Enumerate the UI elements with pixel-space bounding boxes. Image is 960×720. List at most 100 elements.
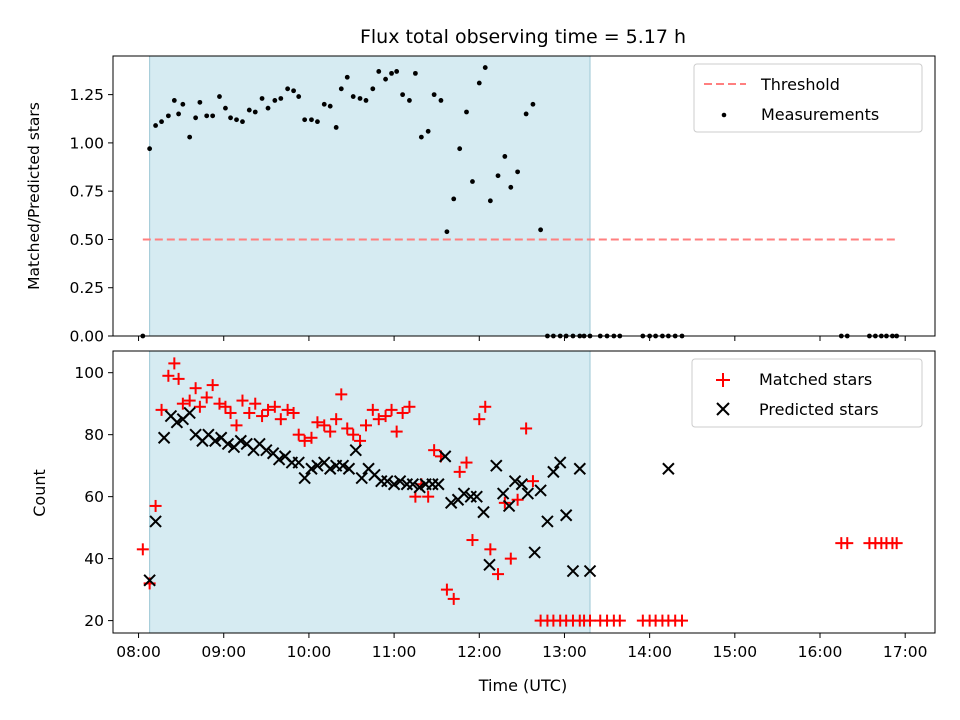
measurements-point	[272, 98, 278, 103]
matched-stars-point	[298, 434, 311, 447]
predicted-stars-point	[477, 505, 490, 519]
predicted-stars-point	[566, 564, 580, 578]
ratio-y-ticks: 0.00 0.25 0.50 0.75 1.00 1.25	[69, 86, 113, 346]
predicted-stars-point	[183, 406, 196, 420]
predicted-stars-point	[342, 462, 356, 475]
predicted-stars-point	[553, 456, 567, 469]
x-tick-label: 09:00	[201, 643, 246, 661]
matched-stars-point	[206, 379, 219, 392]
measurements-point	[246, 107, 252, 113]
predicted-stars-point	[406, 478, 420, 491]
x-axis-label: Time (UTC)	[478, 676, 567, 695]
ratio-panel: 0.00 0.25 0.50 0.75 1.00 1.25 Flux total obse…	[25, 26, 936, 346]
observing-window-span	[149, 55, 591, 337]
matched-stars-point	[189, 382, 202, 395]
x-tick-label: 17:00	[883, 643, 928, 661]
measurements-point	[444, 229, 450, 235]
predicted-stars-point	[470, 490, 483, 503]
y-tick-label: 0.50	[69, 231, 104, 249]
matched-stars-point	[396, 406, 409, 419]
predicted-stars-point	[541, 515, 554, 528]
measurements-point	[309, 117, 314, 123]
matched-stars-point	[613, 614, 626, 627]
matched-stars-point	[335, 388, 348, 401]
measurements-point	[538, 227, 544, 233]
count-marks	[136, 357, 903, 627]
matched-stars-point	[372, 413, 385, 426]
measurements-point	[508, 184, 514, 190]
matched-stars-point	[172, 372, 185, 385]
observing-window-span	[149, 350, 591, 634]
matched-stars-point	[440, 583, 453, 596]
measurements-point	[321, 101, 327, 107]
measurements-point	[412, 70, 418, 76]
matched-stars-point	[162, 369, 175, 382]
matched-stars-point	[359, 419, 372, 432]
count-legend: Matched stars Predicted stars	[691, 358, 923, 428]
ratio-y-axis-label: Matched/Predicted stars	[25, 102, 43, 290]
measurements-point	[278, 96, 284, 101]
matched-stars-point	[243, 406, 256, 419]
predicted-stars-point	[149, 515, 162, 528]
matched-stars-point	[176, 397, 189, 410]
predicted-stars-point	[355, 471, 368, 485]
predicted-stars-point	[311, 459, 324, 472]
count-y-ticks: 20 40 60 80 100	[74, 364, 113, 630]
measurements-point	[180, 101, 186, 107]
count-panel: 20 40 60 80 100 08:00 09:00 10:00 11:00 12:00 13:…	[30, 350, 936, 695]
matched-stars-point	[262, 403, 275, 416]
predicted-stars-point	[260, 443, 273, 457]
measurements-point	[176, 111, 181, 117]
predicted-stars-point	[439, 450, 452, 463]
predicted-stars-point	[292, 456, 305, 469]
ratio-x-ticks	[138, 336, 906, 341]
measurements-point	[530, 101, 536, 107]
measurements-point	[495, 173, 501, 179]
measurements-point	[400, 92, 406, 98]
measurements-point	[210, 113, 216, 119]
matched-stars-point	[584, 614, 597, 627]
measurements-point	[470, 179, 475, 184]
measurements-point	[357, 96, 363, 101]
matched-stars-point	[330, 413, 343, 426]
predicted-stars-point	[432, 478, 445, 491]
matched-stars-point	[287, 406, 300, 419]
measurements-point	[153, 123, 158, 128]
predicted-stars-point	[508, 474, 522, 488]
matched-stars-point	[183, 394, 196, 407]
measurements-point	[234, 117, 239, 123]
predicted-stars-point	[573, 462, 587, 475]
predicted-stars-point	[413, 481, 426, 494]
measurements-point	[187, 134, 193, 140]
matched-stars-point	[230, 419, 243, 432]
measurements-point	[223, 105, 228, 111]
predicted-stars-point	[490, 459, 503, 472]
y-tick-label: 1.25	[69, 86, 104, 104]
measurements-point	[482, 65, 488, 70]
measurements-point	[376, 69, 382, 74]
measurements-point	[165, 113, 171, 119]
measurements-point	[425, 128, 431, 134]
matched-stars-point	[200, 391, 213, 404]
measurements-point	[457, 146, 463, 152]
matched-stars-point	[341, 422, 354, 435]
count-y-axis-label: Count	[30, 469, 49, 517]
count-legend-box	[691, 358, 923, 428]
predicted-stars-point	[515, 478, 529, 491]
predicted-stars-point	[457, 487, 471, 500]
measurements-point	[338, 86, 344, 92]
predicted-legend-label: Predicted stars	[759, 400, 879, 419]
matched-stars-point	[473, 413, 486, 426]
matched-stars-point	[268, 400, 281, 413]
y-tick-label: 80	[84, 426, 104, 444]
predicted-stars-point	[349, 443, 362, 457]
matched-stars-point	[484, 543, 497, 556]
measurements-point	[383, 76, 388, 82]
measurements-point	[438, 98, 444, 103]
y-tick-label: 60	[84, 488, 104, 506]
x-tick-label: 08:00	[116, 643, 161, 661]
measurements-point	[389, 70, 394, 76]
measurements-point	[259, 96, 265, 101]
ratio-axes-frame	[112, 55, 936, 337]
